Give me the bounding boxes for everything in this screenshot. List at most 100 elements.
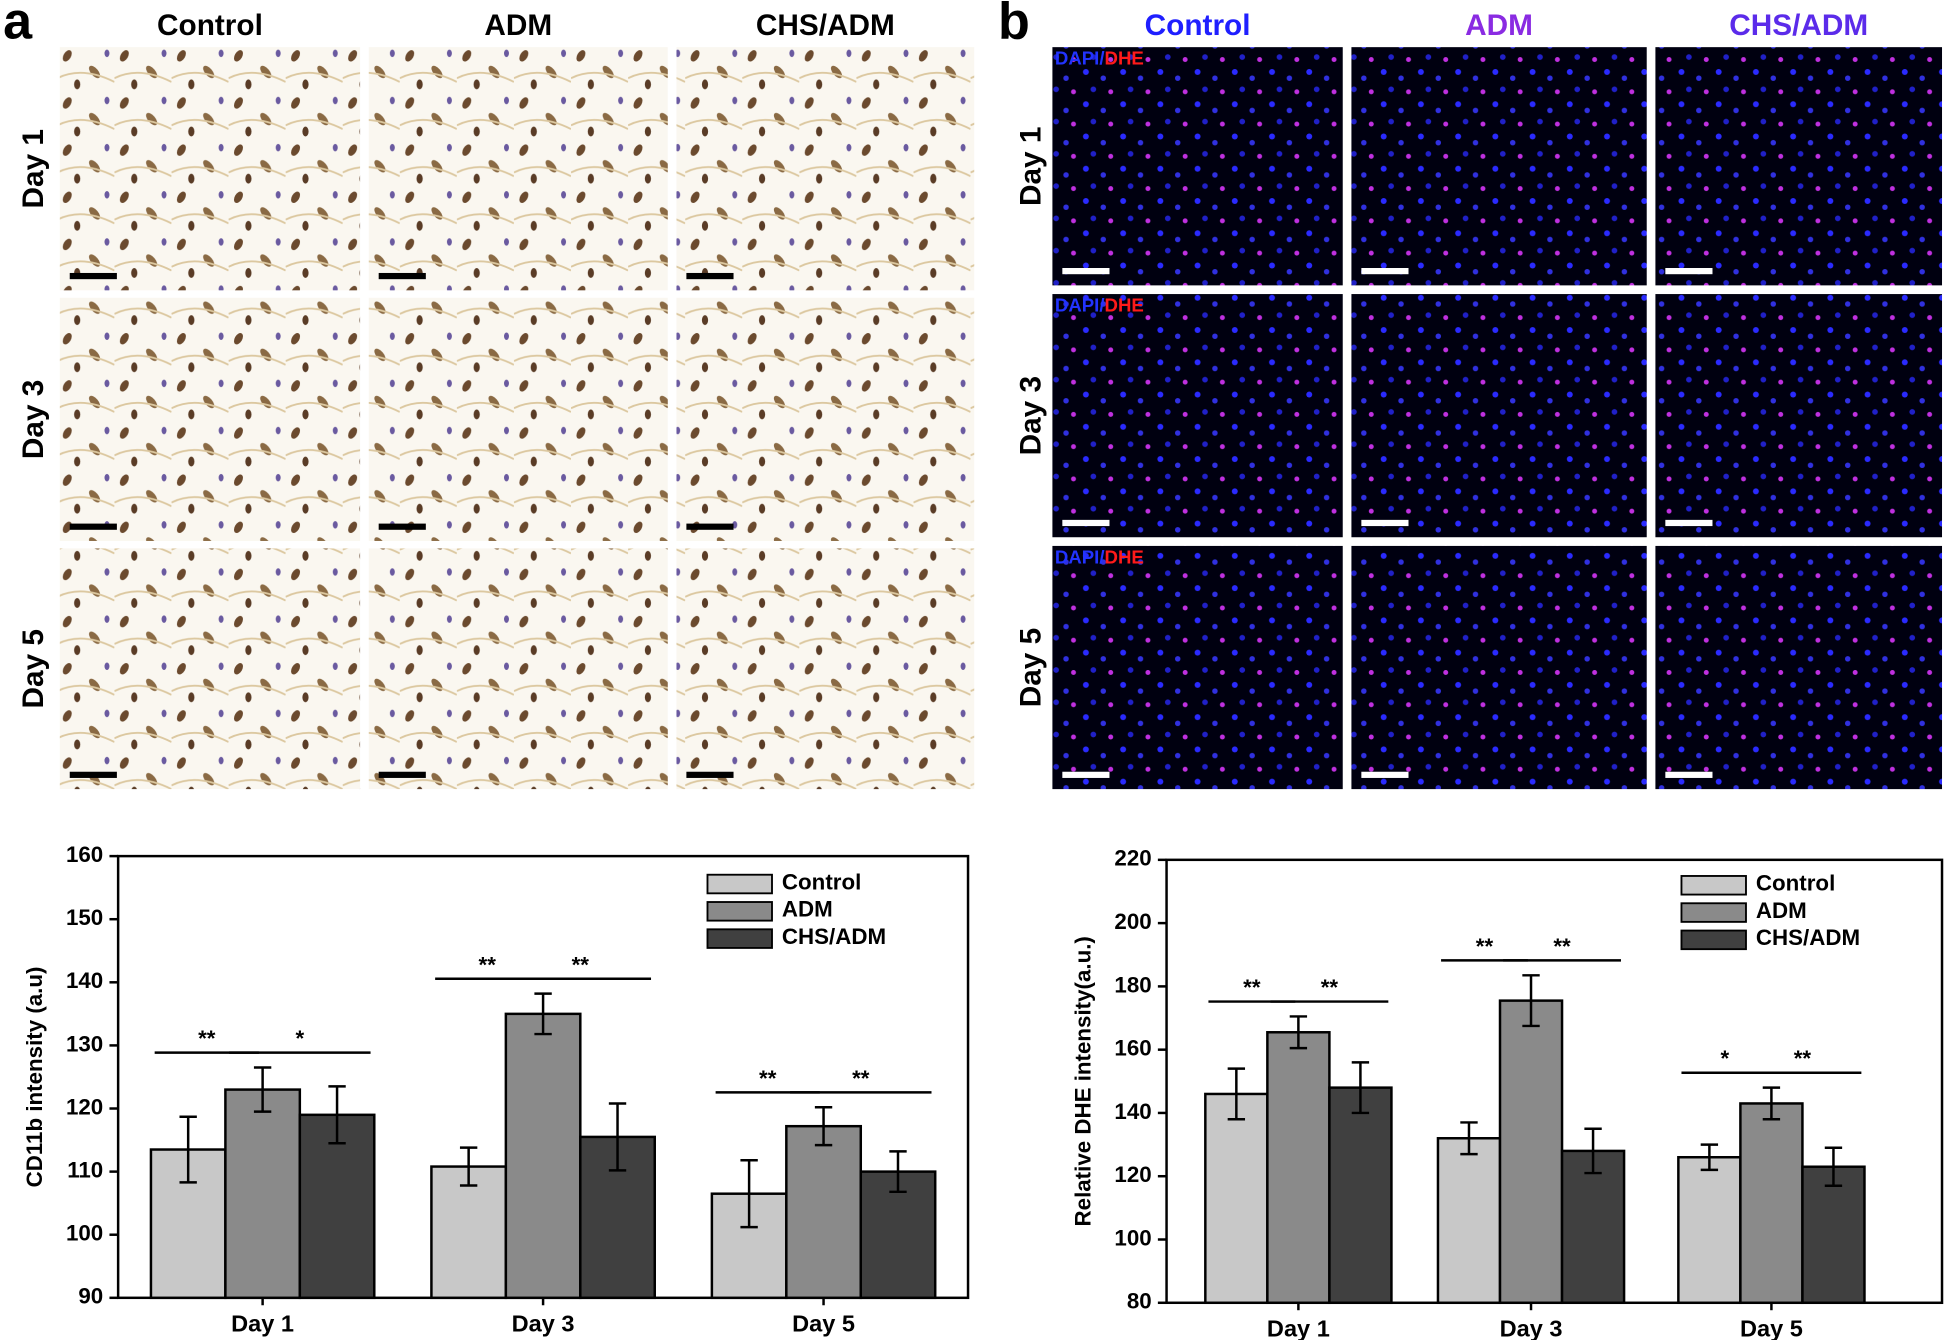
- error-bar: [179, 1115, 197, 1184]
- micrograph: [59, 47, 361, 291]
- y-axis-label: Relative DHE intensity(a.u.): [1071, 936, 1096, 1226]
- significance-label: **: [1553, 934, 1571, 959]
- error-bar: [1522, 974, 1540, 1028]
- x-tick-label: Day 3: [512, 1310, 575, 1336]
- row-title: Day 1: [17, 129, 50, 208]
- scale-bar: [1062, 519, 1110, 527]
- y-tick-label: 140: [1114, 1099, 1151, 1124]
- panel-label: a: [3, 0, 33, 51]
- stain-label: DAPI/DHE: [1055, 294, 1144, 315]
- y-tick-label: 150: [66, 905, 103, 930]
- stain-part: DAPI: [1055, 546, 1099, 567]
- y-tick-label: 160: [66, 842, 103, 867]
- scale-bar: [1665, 268, 1713, 275]
- micrograph: [1351, 47, 1647, 286]
- significance-label: **: [1794, 1046, 1812, 1071]
- legend-swatch: [1680, 902, 1747, 923]
- x-tick-label: Day 1: [1267, 1315, 1330, 1340]
- bar: [1328, 1086, 1393, 1305]
- micrograph: [59, 297, 361, 541]
- significance-label: **: [572, 952, 590, 977]
- x-tick-label: Day 5: [1740, 1315, 1803, 1340]
- error-bar: [1700, 1143, 1719, 1172]
- column-title: Control: [157, 9, 263, 42]
- significance-label: **: [759, 1066, 777, 1091]
- micrograph: [1351, 545, 1647, 790]
- significance-label: **: [1476, 934, 1494, 959]
- bar: [298, 1113, 376, 1300]
- legend-swatch: [1680, 875, 1747, 896]
- scale-bar: [378, 771, 426, 778]
- column-title: ADM: [484, 9, 552, 42]
- y-tick-label: 120: [1114, 1162, 1151, 1187]
- x-tick-label: Day 1: [231, 1310, 294, 1336]
- error-bar: [534, 992, 552, 1036]
- error-bar: [1227, 1067, 1246, 1121]
- micrograph: [676, 548, 975, 790]
- micrograph: [1351, 294, 1647, 538]
- micrograph: [1052, 294, 1343, 538]
- error-bar: [814, 1106, 833, 1147]
- error-bar: [889, 1150, 907, 1194]
- scale-bar: [1062, 771, 1110, 778]
- legend-swatch: [706, 873, 773, 895]
- bar: [785, 1124, 863, 1300]
- x-tick-label: Day 3: [1500, 1315, 1563, 1340]
- y-tick-label: 110: [67, 1158, 103, 1183]
- scale-bar: [1062, 268, 1110, 275]
- micrograph: [1655, 545, 1943, 790]
- y-tick-label: 200: [1114, 909, 1151, 934]
- micrograph: [368, 47, 668, 291]
- bar: [1677, 1155, 1742, 1305]
- error-bar: [253, 1066, 272, 1113]
- y-tick-label: 90: [78, 1284, 103, 1309]
- panel-label: b: [998, 0, 1030, 51]
- bar: [1436, 1137, 1502, 1305]
- stain-part: DAPI: [1055, 47, 1099, 68]
- bar: [1498, 999, 1564, 1305]
- row-title: Day 3: [1014, 376, 1047, 455]
- scale-bar: [69, 523, 117, 530]
- scale-bar: [686, 523, 734, 530]
- x-tick-label: Day 5: [792, 1310, 855, 1336]
- micrograph: [676, 47, 975, 291]
- scale-bar: [1665, 771, 1713, 778]
- bar: [430, 1165, 508, 1300]
- significance-label: **: [852, 1066, 870, 1091]
- y-tick-label: 180: [1114, 972, 1151, 997]
- legend-label: ADM: [782, 897, 833, 922]
- column-title: CHS/ADM: [1729, 9, 1868, 42]
- micrograph: [1655, 294, 1943, 538]
- y-tick-label: 160: [1114, 1036, 1151, 1061]
- bar: [224, 1088, 302, 1300]
- micrograph: [1052, 545, 1343, 790]
- stain-part: /: [1099, 47, 1104, 68]
- error-bar: [1460, 1121, 1478, 1156]
- significance-label: *: [295, 1026, 304, 1051]
- error-bar: [1824, 1146, 1843, 1187]
- significance-label: **: [1321, 975, 1339, 1000]
- scale-bar: [1361, 519, 1409, 527]
- scale-bar: [69, 272, 117, 280]
- scale-bar: [378, 272, 426, 280]
- y-axis-label: CD11b intensity (a.u): [22, 967, 47, 1188]
- row-title: Day 5: [1014, 628, 1047, 707]
- error-bar: [328, 1085, 346, 1145]
- scale-bar: [378, 523, 426, 530]
- scale-bar: [1665, 519, 1713, 527]
- column-title: CHS/ADM: [756, 9, 895, 42]
- error-bar: [740, 1159, 758, 1229]
- y-tick-label: 100: [66, 1221, 103, 1246]
- scale-bar: [686, 771, 734, 778]
- stain-part: DAPI: [1055, 294, 1099, 315]
- error-bar: [608, 1102, 627, 1172]
- stain-part: DHE: [1105, 294, 1144, 315]
- error-bar: [1351, 1061, 1370, 1115]
- stain-label: DAPI/DHE: [1055, 546, 1144, 567]
- scale-bar: [1361, 771, 1409, 778]
- legend-label: Control: [782, 869, 861, 894]
- y-tick-label: 220: [1114, 846, 1151, 871]
- micrograph: [1052, 47, 1343, 286]
- scale-bar: [69, 771, 117, 778]
